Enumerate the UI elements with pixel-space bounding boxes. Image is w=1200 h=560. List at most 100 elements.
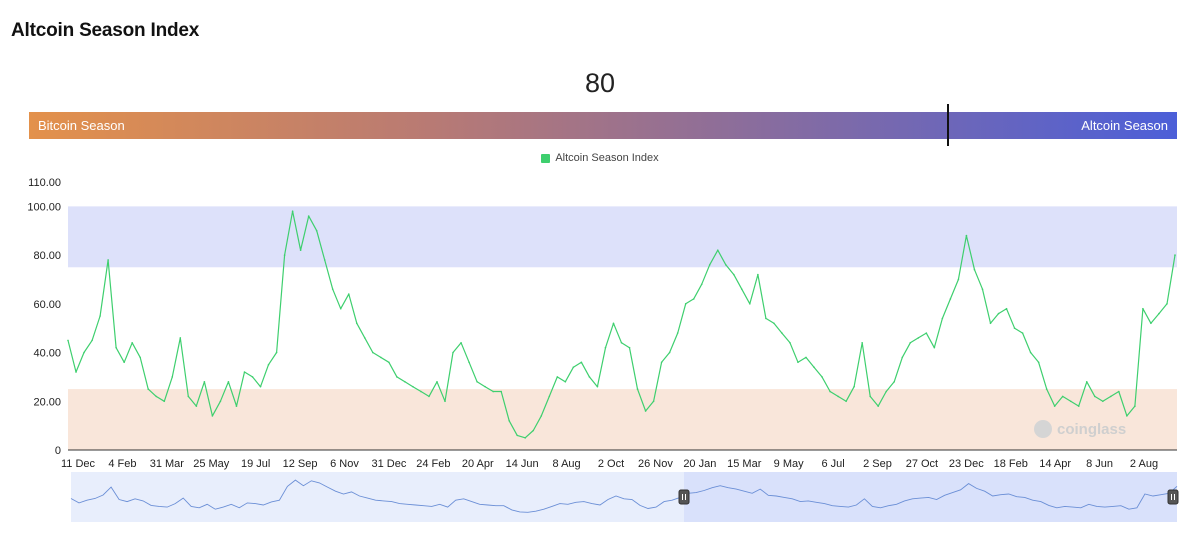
data-point <box>933 346 936 349</box>
data-point <box>813 366 815 368</box>
data-point <box>877 405 879 407</box>
data-point <box>837 395 839 398</box>
data-point <box>1021 332 1024 334</box>
legend-swatch <box>541 153 551 163</box>
data-point <box>211 415 214 417</box>
data-point <box>1174 254 1176 256</box>
data-point <box>75 371 77 373</box>
data-point <box>468 361 470 364</box>
data-point <box>644 410 647 412</box>
data-point <box>500 390 502 393</box>
data-point <box>757 273 759 276</box>
data-point <box>436 380 438 383</box>
data-point <box>484 385 486 388</box>
data-point <box>259 385 262 388</box>
x-tick-label: 4 Feb <box>108 458 136 470</box>
x-tick-label: 31 Mar <box>150 458 185 470</box>
data-point <box>67 339 69 342</box>
data-point <box>275 351 278 354</box>
data-point <box>917 337 920 339</box>
data-point <box>331 288 334 290</box>
x-tick-label: 20 Jan <box>683 458 716 470</box>
data-point <box>364 337 366 339</box>
data-point <box>540 415 543 417</box>
data-point <box>1166 303 1168 305</box>
data-point <box>1110 395 1112 398</box>
navigator-left-handle[interactable] <box>678 489 690 505</box>
data-point <box>556 376 559 378</box>
x-tick-label: 2 Oct <box>598 458 624 470</box>
range-navigator[interactable] <box>0 470 1200 530</box>
legend-label: Altcoin Season Index <box>555 152 659 164</box>
data-point <box>267 363 270 366</box>
data-point <box>765 317 767 320</box>
data-point <box>724 264 727 266</box>
data-point <box>692 298 695 300</box>
data-point <box>973 268 976 271</box>
data-point <box>508 419 510 422</box>
y-tick-label: 100.00 <box>27 201 61 213</box>
data-point <box>1061 395 1064 398</box>
data-point <box>885 390 888 393</box>
data-point <box>179 337 182 339</box>
data-point <box>660 361 663 364</box>
x-tick-label: 6 Nov <box>330 458 359 470</box>
data-point <box>716 249 719 252</box>
watermark: coinglass <box>1034 420 1126 438</box>
data-point <box>580 361 583 364</box>
navigator-right-handle[interactable] <box>1167 489 1179 505</box>
data-point <box>147 388 150 390</box>
data-point <box>243 371 246 373</box>
data-point <box>620 342 623 344</box>
x-tick-label: 9 May <box>774 458 804 470</box>
data-point <box>203 380 206 383</box>
x-tick-label: 15 Mar <box>727 458 762 470</box>
x-tick-label: 14 Jun <box>506 458 539 470</box>
x-tick-label: 19 Jul <box>241 458 270 470</box>
data-point <box>636 388 639 390</box>
data-point <box>99 315 101 317</box>
handle-grip[interactable] <box>1167 489 1179 505</box>
data-point <box>604 346 607 349</box>
data-point <box>676 332 679 334</box>
data-point <box>1142 307 1144 310</box>
data-point <box>548 395 551 398</box>
data-point <box>1093 395 1096 398</box>
data-point <box>965 234 968 237</box>
data-point <box>388 361 390 364</box>
data-point <box>219 400 222 403</box>
data-point <box>596 385 599 388</box>
data-point <box>1158 312 1160 315</box>
x-tick-label: 8 Jun <box>1086 458 1113 470</box>
y-tick-label: 60.00 <box>33 299 61 311</box>
data-point <box>789 342 791 344</box>
data-point <box>460 342 462 344</box>
data-point <box>909 342 912 344</box>
y-tick-label: 0 <box>55 445 61 457</box>
altcoin-season-zone <box>68 206 1177 268</box>
coinglass-logo-icon <box>1034 420 1052 438</box>
data-point <box>1045 388 1048 390</box>
data-point <box>171 376 174 378</box>
x-tick-label: 26 Nov <box>638 458 673 470</box>
data-point <box>1077 405 1080 407</box>
handle-grip[interactable] <box>678 489 690 505</box>
data-point <box>588 376 591 378</box>
main-line-chart[interactable]: 0 20.00 40.00 60.00 80.00 100.00 110.00 11 Dec 4… <box>0 170 1200 470</box>
chart-legend[interactable]: Altcoin Season Index <box>0 152 1200 164</box>
data-point <box>195 405 198 407</box>
navigator-selected-range[interactable] <box>684 472 1177 522</box>
data-point <box>307 215 310 217</box>
data-point <box>1053 405 1056 407</box>
data-point <box>452 351 454 354</box>
data-point <box>781 332 783 334</box>
data-point <box>1069 400 1072 403</box>
data-point <box>396 376 398 378</box>
data-point <box>524 437 527 439</box>
data-point <box>404 380 406 383</box>
data-point <box>668 351 671 354</box>
data-point <box>139 356 141 359</box>
data-point <box>187 395 190 398</box>
data-point <box>741 288 743 290</box>
data-point <box>412 385 414 388</box>
